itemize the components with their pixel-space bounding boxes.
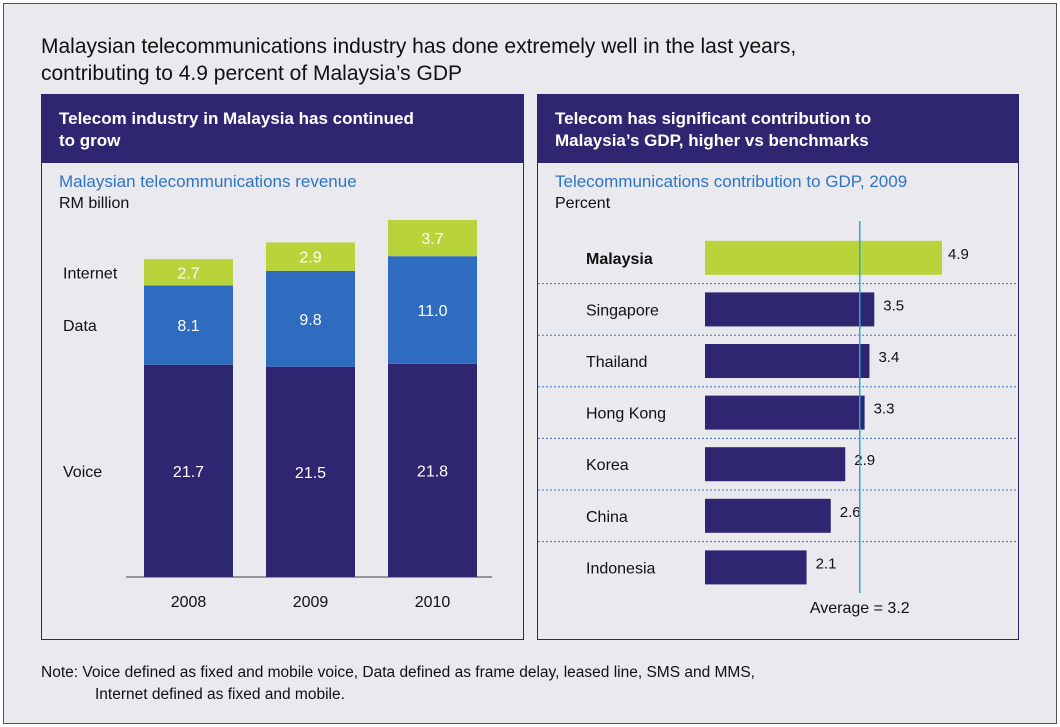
- bar-internet-2010: [388, 220, 477, 257]
- value-label-data-2010: 11.0: [418, 303, 448, 320]
- series-label-voice: Voice: [63, 464, 102, 481]
- category-label-hong-kong: Hong Kong: [586, 406, 666, 423]
- bar-hong-kong: [705, 395, 865, 430]
- footnote-line2: Internet defined as fixed and mobile.: [95, 686, 345, 703]
- bar-internet-2009: [266, 242, 355, 271]
- average-label: Average = 3.2: [810, 600, 910, 617]
- bar-data-2010: [388, 256, 477, 364]
- revenue-chart-title: Malaysian telecommunications revenue: [59, 172, 357, 191]
- x-tick-label-2010: 2010: [415, 594, 451, 611]
- gdp-horizontal-bar-chart: Malaysia 4.9 Singapore 3.5 Thailand 3.4 Hong K…: [538, 221, 1018, 617]
- category-label-malaysia: Malaysia: [586, 251, 653, 268]
- category-label-china: China: [586, 509, 628, 526]
- left-header-line2: to grow: [59, 131, 121, 150]
- value-label-korea: 2.9: [854, 452, 875, 469]
- series-label-internet: Internet: [63, 265, 118, 282]
- right-panel: Telecom has significant contribution to …: [537, 94, 1019, 640]
- category-label-indonesia: Indonesia: [586, 560, 655, 577]
- right-panel-header: Telecom has significant contribution to …: [538, 95, 1018, 163]
- footnote: Note: Voice defined as fixed and mobile …: [41, 662, 1041, 706]
- value-label-data-2009: 9.8: [299, 312, 321, 329]
- left-panel-header-text: Telecom industry in Malaysia has continu…: [59, 108, 499, 152]
- value-label-internet-2008: 2.7: [177, 265, 199, 282]
- value-label-hong-kong: 3.3: [874, 401, 895, 418]
- value-label-voice-2009: 21.5: [295, 465, 326, 482]
- bar-indonesia: [705, 550, 807, 585]
- bar-korea: [705, 447, 846, 482]
- bar-internet-2008: [144, 259, 233, 286]
- right-header-line1: Telecom has significant contribution to: [555, 109, 872, 128]
- value-label-indonesia: 2.1: [816, 555, 837, 572]
- bar-voice-2008: [144, 364, 233, 577]
- main-title: Malaysian telecommunications industry ha…: [41, 33, 1041, 87]
- gdp-chart-unit: Percent: [555, 195, 611, 212]
- right-panel-header-text: Telecom has significant contribution to …: [555, 108, 995, 152]
- footnote-line1: Note: Voice defined as fixed and mobile …: [41, 664, 755, 681]
- series-label-data: Data: [63, 318, 97, 335]
- value-label-china: 2.6: [840, 504, 861, 521]
- value-label-singapore: 3.5: [883, 297, 904, 314]
- value-label-data-2008: 8.1: [177, 318, 199, 335]
- bar-thailand: [705, 344, 870, 378]
- value-label-thailand: 3.4: [878, 349, 899, 366]
- revenue-chart-unit: RM billion: [59, 195, 130, 212]
- bar-voice-2010: [388, 363, 477, 577]
- bar-singapore: [705, 292, 875, 327]
- gdp-chart-title: Telecommunications contribution to GDP, …: [555, 172, 908, 191]
- x-tick-label-2009: 2009: [293, 594, 329, 611]
- main-title-line1: Malaysian telecommunications industry ha…: [41, 35, 797, 58]
- left-panel-header: Telecom industry in Malaysia has continu…: [42, 95, 523, 163]
- left-header-line1: Telecom industry in Malaysia has continu…: [59, 109, 414, 128]
- category-label-korea: Korea: [586, 457, 629, 474]
- value-label-malaysia: 4.9: [948, 246, 969, 263]
- value-label-internet-2010: 3.7: [421, 231, 443, 248]
- bar-data-2009: [266, 270, 355, 367]
- value-label-voice-2008: 21.7: [173, 464, 204, 481]
- bar-voice-2009: [266, 366, 355, 577]
- bar-data-2008: [144, 285, 233, 365]
- right-header-line2: Malaysia’s GDP, higher vs benchmarks: [555, 131, 869, 150]
- category-label-singapore: Singapore: [586, 302, 659, 319]
- value-label-internet-2009: 2.9: [299, 250, 321, 267]
- category-label-thailand: Thailand: [586, 354, 647, 371]
- bar-china: [705, 498, 831, 533]
- left-panel: Telecom industry in Malaysia has continu…: [41, 94, 524, 640]
- main-title-line2: contributing to 4.9 percent of Malaysia’…: [41, 62, 462, 85]
- value-label-voice-2010: 21.8: [417, 463, 448, 480]
- x-tick-label-2008: 2008: [171, 594, 207, 611]
- revenue-stacked-bar-chart: 21.7 8.1 2.7 2008 21.5 9.8 2.9 2009 21.8 11.0 3.7 2…: [63, 220, 492, 611]
- bar-malaysia: [705, 240, 942, 275]
